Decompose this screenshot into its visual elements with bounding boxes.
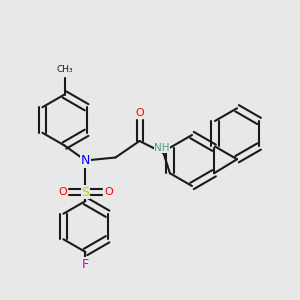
Text: O: O: [135, 108, 144, 118]
Text: O: O: [104, 187, 113, 197]
Text: O: O: [58, 187, 67, 197]
Text: F: F: [82, 257, 89, 271]
Text: N: N: [81, 154, 90, 167]
Text: CH₃: CH₃: [56, 65, 73, 74]
Text: NH: NH: [154, 142, 170, 153]
Text: S: S: [82, 185, 89, 199]
